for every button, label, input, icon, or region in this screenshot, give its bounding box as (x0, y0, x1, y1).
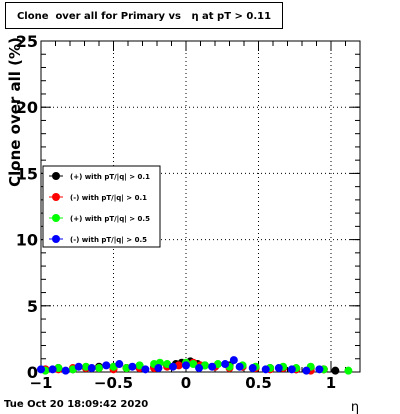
data-point (248, 364, 257, 373)
data-point (235, 362, 244, 371)
data-point (61, 366, 70, 375)
legend-label: (-) with pT/|q| > 0.1 (70, 194, 147, 203)
data-point (135, 361, 144, 370)
data-point (208, 362, 217, 371)
x-tick-label: 0.5 (245, 374, 272, 392)
data-point (128, 362, 137, 371)
y-tick-label: 10 (16, 231, 38, 250)
data-point (154, 364, 163, 373)
data-point (189, 360, 198, 369)
data-point (261, 365, 270, 374)
legend-marker (52, 172, 60, 180)
legend-label: (-) with pT/|q| > 0.5 (70, 236, 147, 245)
data-point (315, 365, 324, 374)
x-tick-label: −0.5 (94, 374, 133, 392)
data-point (74, 362, 83, 371)
chart-title: Clone over all for Primary vs η at pT > … (5, 2, 283, 29)
y-tick-label: 25 (16, 32, 38, 51)
legend-marker (52, 214, 60, 222)
data-point (48, 365, 57, 374)
legend-marker (52, 193, 60, 201)
data-point (331, 366, 340, 375)
data-point (95, 364, 103, 373)
data-point (287, 365, 296, 374)
legend-label: (+) with pT/|q| > 0.5 (70, 215, 150, 224)
legend-marker (52, 235, 60, 243)
data-point (115, 360, 124, 369)
data-point (274, 364, 283, 373)
y-tick-label: 15 (16, 164, 38, 183)
data-point (141, 365, 150, 374)
data-point (221, 360, 230, 369)
data-point (182, 361, 190, 370)
data-point (195, 364, 204, 373)
data-point (37, 365, 45, 374)
data-point (87, 364, 96, 373)
x-axis-label: η (351, 400, 359, 414)
x-tick-label: 0 (181, 374, 191, 392)
y-tick-label: 0 (27, 363, 38, 382)
data-point (302, 366, 311, 375)
legend-label: (+) with pT/|q| > 0.1 (70, 173, 150, 182)
y-tick-label: 20 (16, 98, 38, 117)
x-tick-label: −1 (29, 374, 52, 392)
data-point (344, 366, 353, 375)
data-point (102, 361, 111, 370)
legend-box (42, 165, 161, 248)
data-point (168, 362, 177, 371)
x-tick-label: 1 (326, 374, 336, 392)
y-tick-label: 5 (27, 297, 38, 316)
data-point (229, 356, 238, 365)
y-axis-label: Clone over all (%) (6, 37, 24, 187)
timestamp-footer: Tue Oct 20 18:09:42 2020 (4, 399, 149, 410)
